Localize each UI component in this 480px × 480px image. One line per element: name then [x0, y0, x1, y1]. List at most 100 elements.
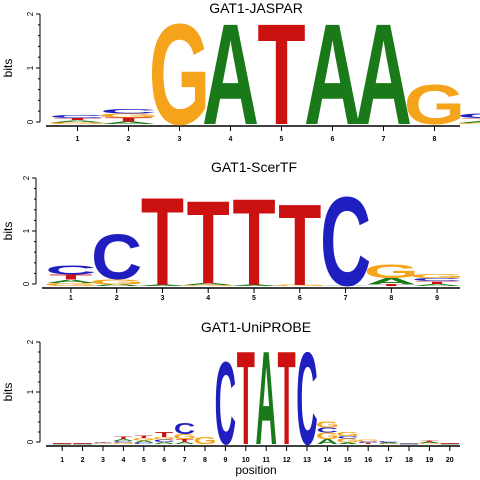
logo-letter-A: A: [337, 442, 358, 444]
x-tick-label: 3: [160, 295, 164, 302]
logo-letter-G: G: [410, 273, 465, 280]
x-tick-label: 8: [389, 295, 393, 302]
logo-letter-G: G: [364, 261, 419, 282]
logo-letter-C: C: [296, 325, 317, 473]
x-tick-label: 15: [344, 457, 352, 464]
logo-letter-G: G: [404, 73, 465, 136]
logo-letter-T: T: [359, 443, 377, 445]
logo-letter-G: G: [132, 438, 155, 442]
logo-letter-A: A: [92, 443, 113, 444]
x-tick-label: 6: [298, 295, 302, 302]
y-tick-label: 1: [26, 389, 35, 394]
y-tick-label: 1: [22, 228, 31, 233]
logo-letter-C: C: [378, 441, 399, 443]
x-tick-label: 1: [69, 295, 73, 302]
logo-letter-C: C: [457, 113, 480, 120]
logo-letter-A: A: [378, 442, 399, 444]
logo-letter-G: G: [397, 443, 420, 444]
x-tick-label: 14: [324, 457, 332, 464]
logo-letter-T: [53, 443, 72, 444]
logo-letter-G: G: [173, 433, 196, 441]
logo-letter-A: A: [366, 276, 417, 286]
logo-letter-T: T: [370, 284, 413, 286]
logo-letter-A: A: [229, 285, 280, 287]
logo-letter-C: C: [100, 108, 157, 115]
logo-letter-C: C: [133, 442, 154, 444]
logo-letter-C: C: [92, 442, 113, 443]
x-tick-label: 4: [229, 136, 233, 143]
logo-letter-A: A: [304, 0, 361, 155]
logo-letter-G: G: [89, 278, 144, 286]
logo-letter-G: G: [336, 431, 359, 437]
logo-letter-C: C: [337, 436, 358, 440]
logo-letter-T: T: [49, 273, 93, 281]
logo-letter-T: T: [176, 438, 194, 443]
logo-letter-T: T: [420, 440, 438, 442]
x-tick-label: 6: [162, 457, 166, 464]
logo-letter-T: T: [141, 172, 184, 312]
y-tick-label: 2: [26, 11, 35, 16]
logo-letter-T: T: [416, 281, 459, 285]
x-tick-label: 2: [127, 136, 131, 143]
logo-letter-C: C: [49, 114, 106, 119]
logo-letter-T: T: [461, 117, 480, 121]
x-axis-label: position: [235, 463, 276, 477]
x-tick-label: 11: [262, 457, 270, 464]
logo-letter-G: G: [272, 285, 327, 287]
x-tick-label: 7: [183, 457, 187, 464]
logo-letter-C: C: [153, 439, 174, 443]
logo-letter-G: G: [316, 420, 339, 430]
logo-letter-G: G: [43, 282, 98, 287]
y-tick-label: 0: [26, 119, 35, 124]
y-axis-label: bits: [1, 59, 15, 78]
logo-letter-T: T: [237, 325, 255, 473]
logo-letter-A: A: [355, 0, 412, 155]
logo-letter-G: G: [91, 443, 114, 444]
logo-letter-C: C: [320, 170, 371, 312]
panel-title: GAT1-JASPAR: [209, 0, 303, 16]
logo-letter-G: G: [98, 113, 159, 119]
logo-letter-T: T: [232, 174, 275, 312]
logo-letter-T: T: [135, 435, 153, 439]
x-tick-label: 13: [303, 457, 311, 464]
logo-letter-T: T: [278, 181, 321, 310]
logo-letter-C: C: [174, 421, 195, 438]
x-tick-label: 2: [115, 295, 119, 302]
logo-letter-G: G: [418, 443, 441, 445]
logo-letter-G: G: [112, 442, 135, 444]
x-tick-label: 9: [223, 457, 227, 464]
x-tick-label: 7: [382, 136, 386, 143]
logo-letter-G: G: [149, 0, 210, 155]
logo-letter-C: [399, 443, 419, 445]
logo-letter-A: A: [45, 279, 96, 284]
x-tick-label: 3: [101, 457, 105, 464]
x-tick-label: 4: [206, 295, 210, 302]
y-tick-label: 2: [22, 175, 31, 180]
logo-letter-A: A: [183, 283, 234, 285]
y-tick-label: 2: [26, 339, 35, 344]
logo-letter-T: T: [114, 436, 132, 440]
x-tick-label: 9: [435, 295, 439, 302]
x-tick-label: 8: [433, 136, 437, 143]
x-tick-label: 1: [76, 136, 80, 143]
x-tick-label: 5: [142, 457, 146, 464]
x-tick-label: 18: [405, 457, 413, 464]
x-tick-label: 2: [81, 457, 85, 464]
logo-letter-T: T: [155, 431, 173, 439]
y-tick-label: 1: [26, 65, 35, 70]
logo-letter-T: T: [257, 0, 305, 155]
logo-letter-A: A: [255, 325, 276, 473]
x-tick-label: 20: [446, 457, 454, 464]
logo-letter-C: C: [91, 222, 142, 293]
x-tick-label: 19: [426, 457, 434, 464]
logo-letter-T: T: [187, 175, 230, 309]
logo-letter-A: A: [419, 442, 440, 444]
logo-letter-T: T: [94, 442, 112, 443]
logo-letter-C: C: [412, 277, 463, 282]
logo-letter-A: A: [49, 120, 106, 123]
y-tick-label: 0: [22, 281, 31, 286]
logo-letter-T: T: [53, 117, 101, 120]
